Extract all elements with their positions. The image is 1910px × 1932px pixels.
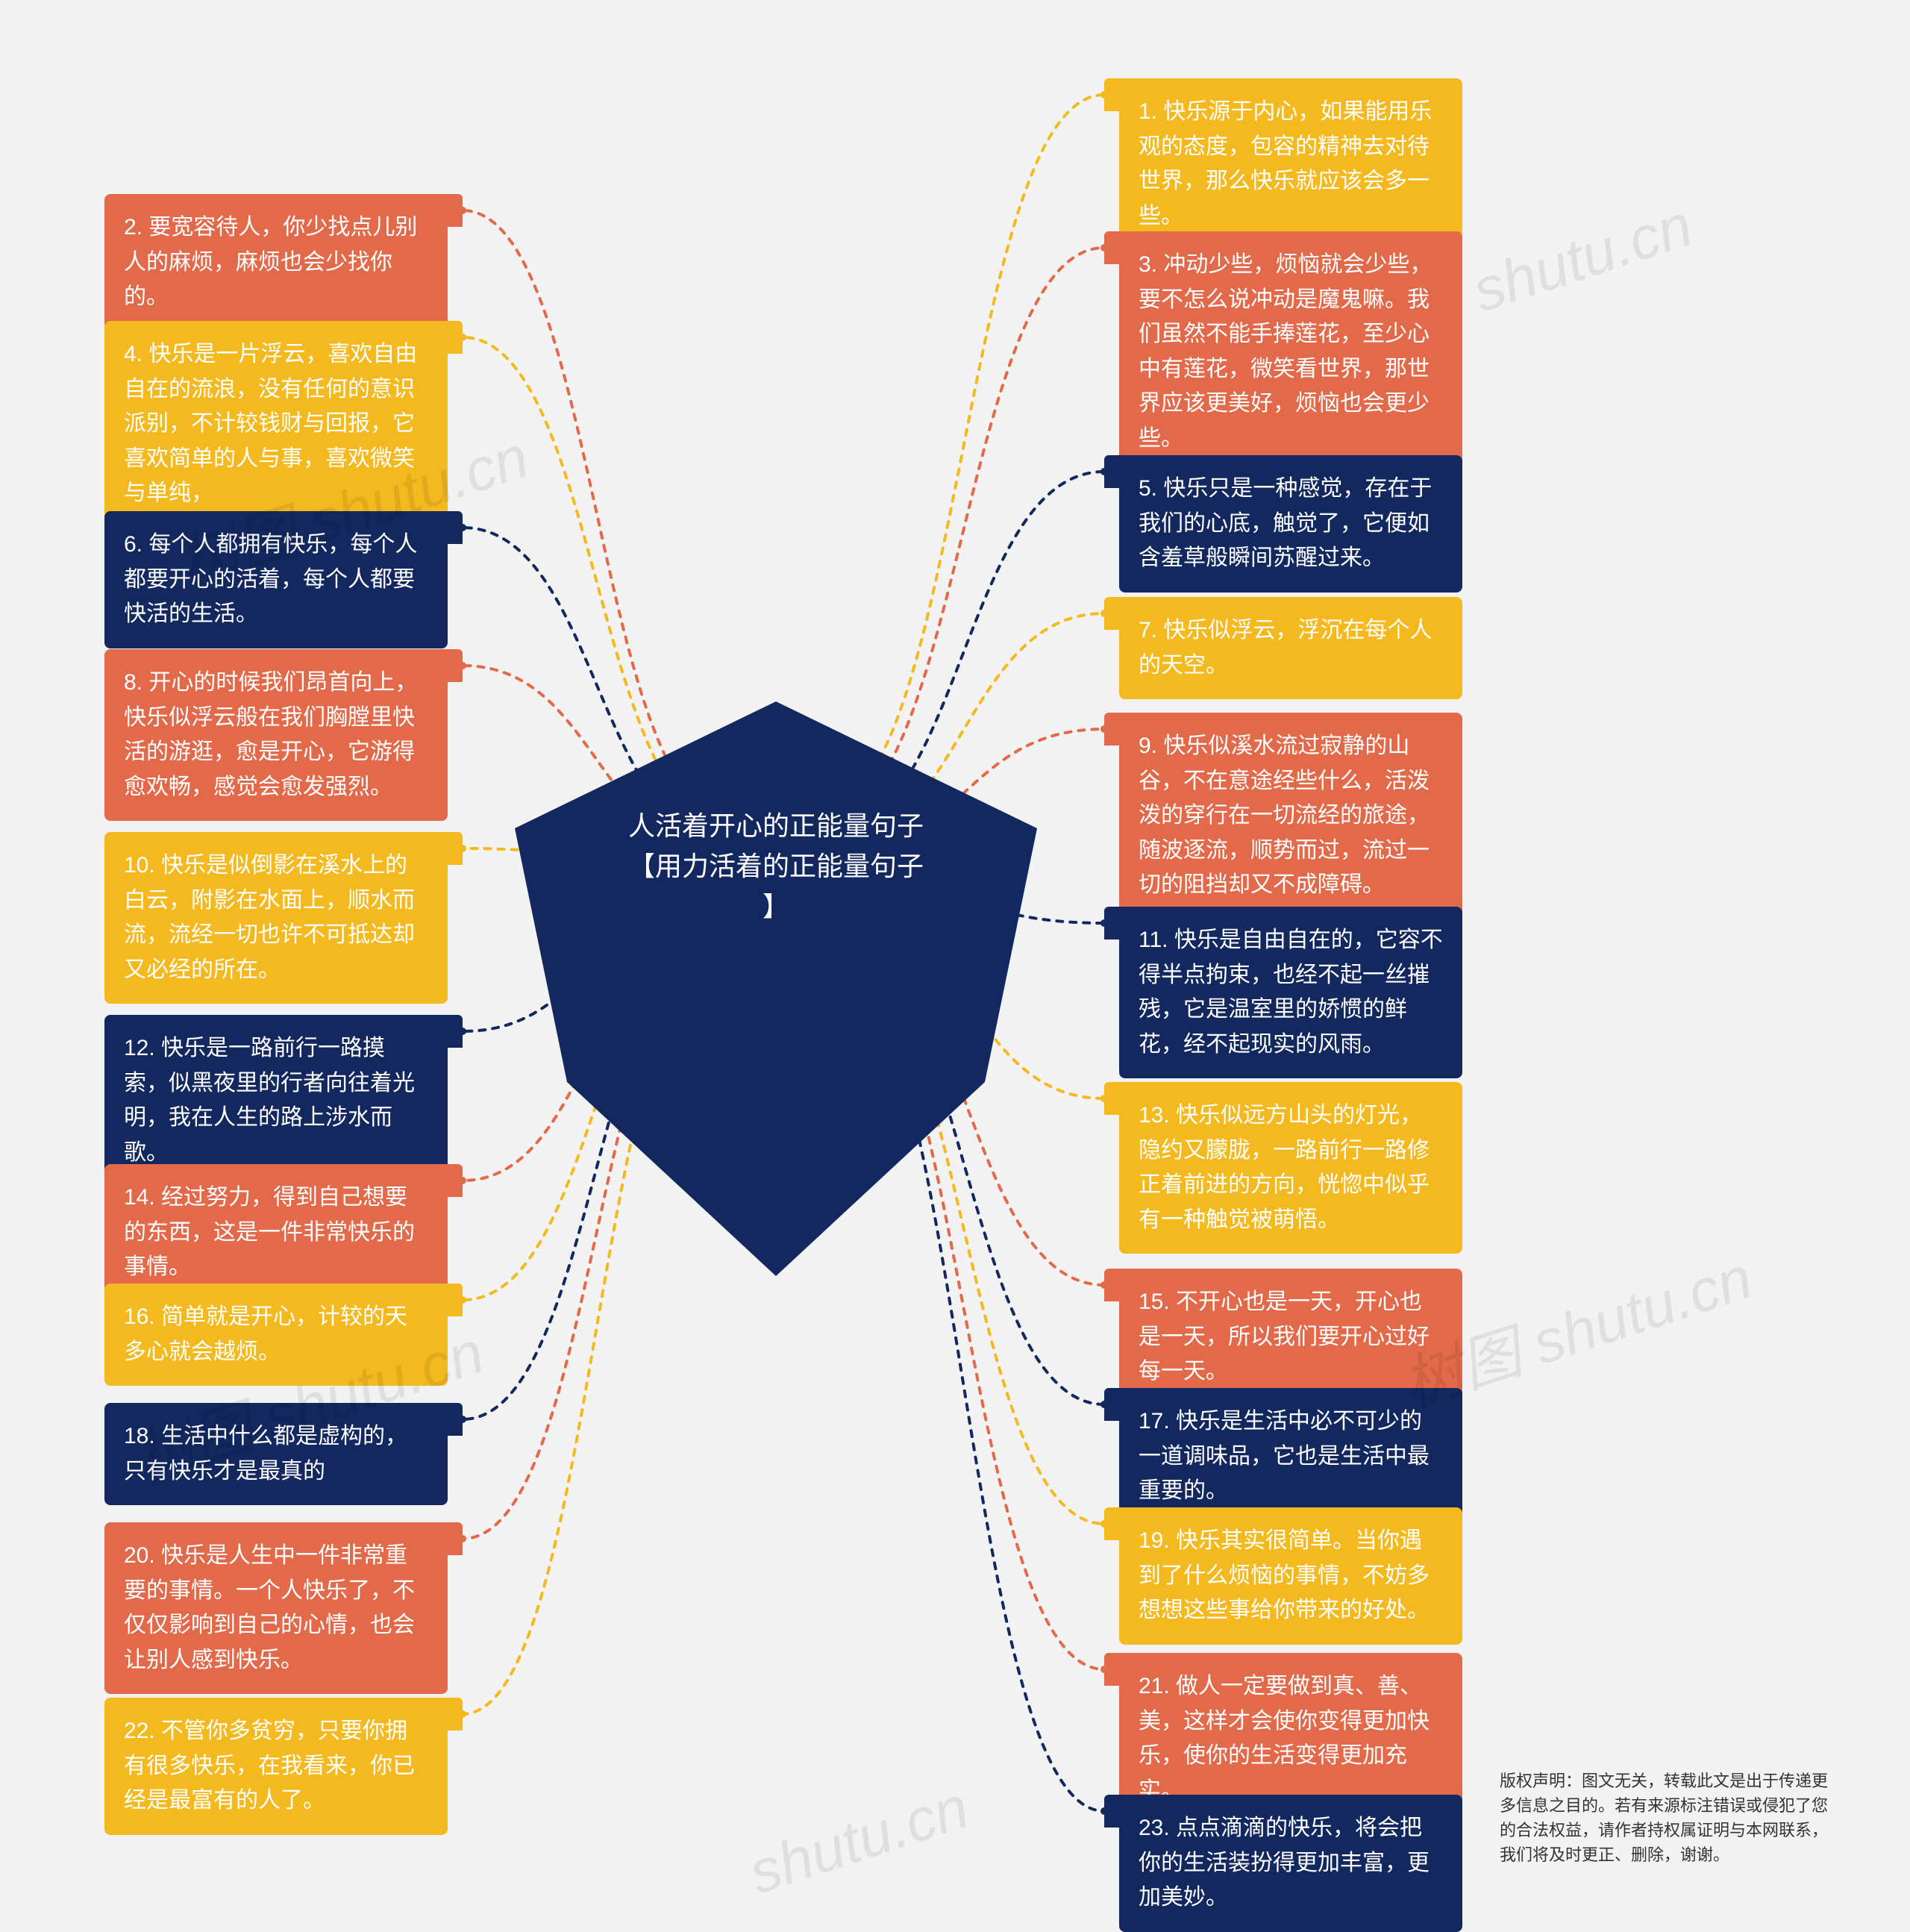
node-text: 18. 生活中什么都是虚构的，只有快乐才是最真的 (124, 1424, 407, 1484)
connector-14 (463, 895, 731, 1181)
node-1: 1. 快乐源于内心，如果能用乐观的态度，包容的精神去对待世界，那么快乐就应该会多… (1119, 78, 1462, 250)
node-18: 18. 生活中什么都是虚构的，只有快乐才是最真的 (104, 1403, 448, 1505)
connector-18 (463, 914, 731, 1419)
connector-19 (821, 923, 1104, 1524)
node-17: 17. 快乐是生活中必不可少的一道调味品，它也是生活中最重要的。 (1119, 1388, 1462, 1525)
node-text: 20. 快乐是人生中一件非常重要的事情。一个人快乐了，不仅仅影响到自己的心情，也… (124, 1543, 415, 1672)
connector-3 (821, 248, 1104, 821)
node-20: 20. 快乐是人生中一件非常重要的事情。一个人快乐了，不仅仅影响到自己的心情，也… (104, 1522, 448, 1694)
node-text: 10. 快乐是似倒影在溪水上的白云，附影在水面上，顺水而流，流经一切也许不可抵达… (124, 853, 415, 982)
node-text: 8. 开心的时候我们昂首向上，快乐似浮云般在我们胸膛里快活的游逛，愈是开心，它游… (124, 670, 417, 799)
node-text: 9. 快乐似溪水流过寂静的山谷，不在意途经些什么，活泼泼的穿行在一切流经的旅途，… (1139, 734, 1430, 897)
node-8: 8. 开心的时候我们昂首向上，快乐似浮云般在我们胸膛里快活的游逛，愈是开心，它游… (104, 649, 448, 821)
node-15: 15. 不开心也是一天，开心也是一天，所以我们要开心过好每一天。 (1119, 1269, 1462, 1406)
node-4: 4. 快乐是一片浮云，喜欢自由自在的流浪，没有任何的意识派别，不计较钱财与回报，… (104, 321, 448, 528)
node-6: 6. 每个人都拥有快乐，每个人都要开心的活着，每个人都要快活的生活。 (104, 511, 448, 648)
node-text: 11. 快乐是自由自在的，它容不得半点拘束，也经不起一丝摧残，它是温室里的娇惯的… (1139, 928, 1443, 1057)
node-13: 13. 快乐似远方山头的灯光，隐约又朦胧，一路前行一路修正着前进的方向，恍惚中似… (1119, 1082, 1462, 1254)
node-text: 16. 简单就是开心，计较的天多心就会越烦。 (124, 1304, 407, 1364)
node-text: 14. 经过努力，得到自己想要的东西，这是一件非常快乐的事情。 (124, 1185, 415, 1279)
node-text: 12. 快乐是一路前行一路摸索，似黑夜里的行者向往着光明，我在人生的路上涉水而歌… (124, 1036, 415, 1165)
node-12: 12. 快乐是一路前行一路摸索，似黑夜里的行者向往着光明，我在人生的路上涉水而歌… (104, 1015, 448, 1187)
node-text: 22. 不管你多贫穷，只要你拥有很多快乐，在我看来，你已经是最富有的人了。 (124, 1719, 415, 1813)
node-2: 2. 要宽容待人，你少找点儿别人的麻烦，麻烦也会少找你的。 (104, 194, 448, 331)
connector-17 (821, 913, 1104, 1404)
connector-6 (463, 528, 731, 843)
node-text: 3. 冲动少些，烦恼就会少些，要不怎么说冲动是魔鬼嘛。我们虽然不能手捧莲花，至少… (1139, 252, 1432, 451)
node-text: 4. 快乐是一片浮云，喜欢自由自在的流浪，没有任何的意识派别，不计较钱财与回报，… (124, 342, 417, 505)
center-title: 人活着开心的正能量句子【用力活着的正能量句子】 (567, 806, 985, 927)
connector-5 (821, 472, 1104, 839)
node-text: 7. 快乐似浮云，浮沉在每个人的天空。 (1139, 618, 1432, 678)
node-5: 5. 快乐只是一种感觉，存在于我们的心底，触觉了，它便如含羞草般瞬间苏醒过来。 (1119, 455, 1462, 593)
watermark-4: shutu.cn (741, 1773, 977, 1908)
connector-2 (463, 210, 731, 818)
connector-4 (463, 337, 731, 828)
copyright-notice: 版权声明：图文无关，转载此文是出于传递更多信息之目的。若有来源标注错误或侵犯了您… (1500, 1769, 1828, 1867)
node-text: 15. 不开心也是一天，开心也是一天，所以我们要开心过好每一天。 (1139, 1289, 1430, 1384)
node-9: 9. 快乐似溪水流过寂静的山谷，不在意途经些什么，活泼泼的穿行在一切流经的旅途，… (1119, 713, 1462, 919)
node-23: 23. 点点滴滴的快乐，将会把你的生活装扮得更加丰富，更加美妙。 (1119, 1795, 1462, 1932)
node-text: 5. 快乐只是一种感觉，存在于我们的心底，触觉了，它便如含羞草般瞬间苏醒过来。 (1139, 476, 1432, 570)
node-10: 10. 快乐是似倒影在溪水上的白云，附影在水面上，顺水而流，流经一切也许不可抵达… (104, 832, 448, 1004)
node-14: 14. 经过努力，得到自己想要的东西，这是一件非常快乐的事情。 (104, 1164, 448, 1301)
node-text: 6. 每个人都拥有快乐，每个人都要开心的活着，每个人都要快活的生活。 (124, 532, 417, 626)
node-19: 19. 快乐其实很简单。当你遇到了什么烦恼的事情，不妨多想想这些事给你带来的好处… (1119, 1507, 1462, 1645)
connector-16 (463, 905, 731, 1300)
node-text: 1. 快乐源于内心，如果能用乐观的态度，包容的精神去对待世界，那么快乐就应该会多… (1139, 99, 1432, 228)
mindmap-canvas: 人活着开心的正能量句子【用力活着的正能量句子】 2. 要宽容待人，你少找点儿别人… (0, 0, 1910, 1826)
connector-20 (463, 924, 731, 1539)
node-3: 3. 冲动少些，烦恼就会少些，要不怎么说冲动是魔鬼嘛。我们虽然不能手捧莲花，至少… (1119, 231, 1462, 472)
connector-22 (463, 938, 731, 1714)
watermark-1: shutu.cn (1465, 191, 1700, 326)
node-16: 16. 简单就是开心，计较的天多心就会越烦。 (104, 1284, 448, 1386)
node-text: 13. 快乐似远方山头的灯光，隐约又朦胧，一路前行一路修正着前进的方向，恍惚中似… (1139, 1103, 1430, 1232)
node-text: 21. 做人一定要做到真、善、美，这样才会使你变得更加快乐，使你的生活变得更加充… (1139, 1674, 1430, 1803)
node-22: 22. 不管你多贫穷，只要你拥有很多快乐，在我看来，你已经是最富有的人了。 (104, 1698, 448, 1835)
node-text: 23. 点点滴滴的快乐，将会把你的生活装扮得更加丰富，更加美妙。 (1139, 1816, 1430, 1910)
node-7: 7. 快乐似浮云，浮沉在每个人的天空。 (1119, 597, 1462, 699)
node-text: 17. 快乐是生活中必不可少的一道调味品，它也是生活中最重要的。 (1139, 1409, 1430, 1503)
connector-21 (821, 934, 1104, 1669)
connector-1 (821, 95, 1104, 808)
connector-23 (821, 945, 1104, 1811)
center-polygon (515, 701, 1037, 1276)
node-text: 19. 快乐其实很简单。当你遇到了什么烦恼的事情，不妨多想想这些事给你带来的好处… (1139, 1528, 1430, 1622)
node-text: 2. 要宽容待人，你少找点儿别人的麻烦，麻烦也会少找你的。 (124, 215, 417, 309)
node-11: 11. 快乐是自由自在的，它容不得半点拘束，也经不起一丝摧残，它是温室里的娇惯的… (1119, 907, 1462, 1078)
connector-15 (821, 904, 1104, 1285)
